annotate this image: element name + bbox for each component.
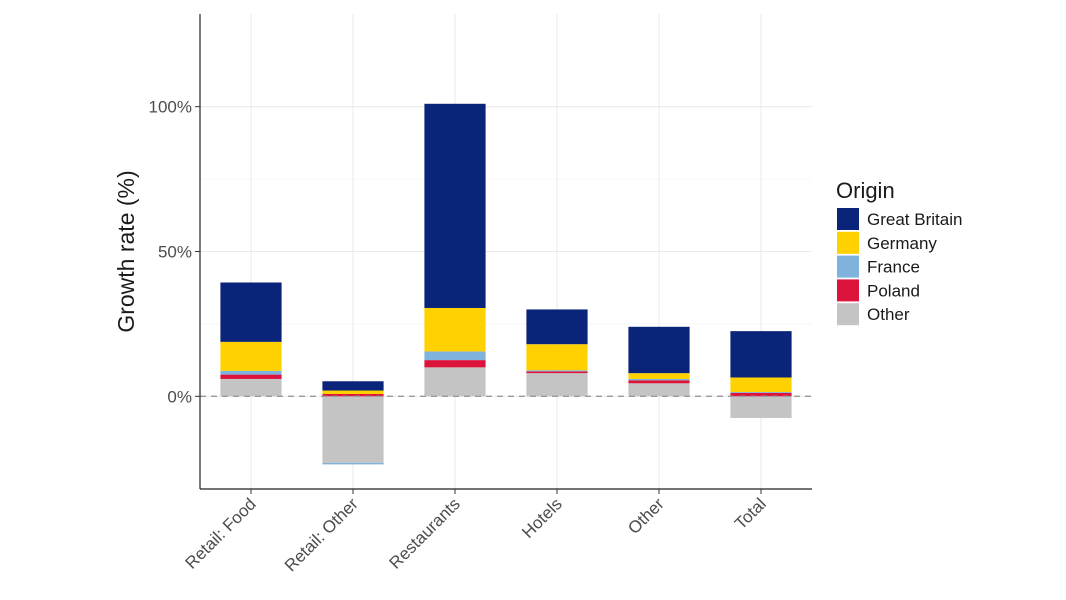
- legend-swatch-great-britain: [837, 208, 859, 230]
- x-tick-label: Other: [624, 494, 668, 538]
- bar-restaurants-france: [424, 351, 486, 361]
- bar-total-germany: [730, 377, 792, 392]
- bar-restaurants-poland: [424, 360, 486, 368]
- legend-label-france: France: [867, 258, 920, 277]
- bar-hotels-other: [526, 373, 588, 397]
- legend-label-great-britain: Great Britain: [867, 210, 962, 229]
- legend-swatch-germany: [837, 231, 859, 254]
- bar-total-poland: [730, 392, 792, 397]
- bar-other-france: [628, 378, 690, 381]
- bar-retail-other-poland: [322, 394, 384, 397]
- x-tick-label: Restaurants: [386, 494, 464, 572]
- bar-hotels-great-britain: [526, 309, 588, 345]
- bar-hotels-poland: [526, 371, 588, 374]
- legend-label-other: Other: [867, 305, 910, 324]
- bar-retail-food-germany: [220, 341, 282, 371]
- bar-retail-food-france: [220, 370, 282, 375]
- bar-restaurants-other: [424, 367, 486, 397]
- x-tick-label: Hotels: [518, 494, 566, 542]
- y-axis-title: Growth rate (%): [113, 170, 139, 332]
- bar-retail-other-france: [322, 462, 384, 465]
- legend-label-poland: Poland: [867, 281, 920, 300]
- bar-retail-other-other: [322, 396, 384, 463]
- legend-swatch-poland: [837, 279, 859, 302]
- bar-other-germany: [628, 373, 690, 379]
- y-tick-label: 0%: [167, 387, 192, 406]
- bar-retail-food-other: [220, 378, 282, 397]
- legend: Origin Great Britain Germany France Poland Ot…: [836, 178, 962, 326]
- bar-restaurants-germany: [424, 307, 486, 352]
- bar-retail-food-great-britain: [220, 282, 282, 342]
- x-tick-label: Retail: Other: [281, 494, 362, 575]
- bar-other-poland: [628, 380, 690, 384]
- bar-total-great-britain: [730, 331, 792, 378]
- legend-title: Origin: [836, 178, 895, 203]
- y-tick-label: 50%: [158, 243, 192, 262]
- bars: [220, 103, 792, 465]
- grid-lines: [200, 14, 812, 489]
- bar-restaurants-great-britain: [424, 103, 486, 308]
- legend-swatch-france: [837, 255, 859, 278]
- x-tick-label: Total: [731, 494, 770, 533]
- bar-retail-other-great-britain: [322, 381, 384, 391]
- y-tick-label: 100%: [149, 98, 192, 117]
- bar-retail-other-germany: [322, 390, 384, 394]
- bar-other-great-britain: [628, 326, 690, 374]
- bar-hotels-france: [526, 370, 588, 372]
- bar-other-other: [628, 383, 690, 397]
- bar-total-france: [730, 391, 792, 393]
- bar-retail-food-poland: [220, 374, 282, 379]
- x-tick-label: Retail: Food: [182, 494, 260, 572]
- bar-hotels-germany: [526, 344, 588, 371]
- legend-swatch-other: [837, 303, 859, 326]
- bar-total-other: [730, 396, 792, 419]
- legend-label-germany: Germany: [867, 234, 937, 253]
